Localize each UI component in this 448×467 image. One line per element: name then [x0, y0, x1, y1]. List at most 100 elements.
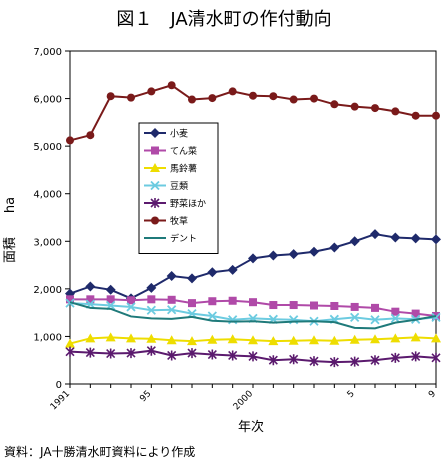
data-point [268, 355, 278, 366]
data-point [410, 233, 421, 244]
data-point [391, 307, 400, 316]
data-point [65, 346, 75, 357]
data-point [86, 131, 95, 140]
x-axis: 1991 95 2000 5 9 [49, 384, 438, 412]
data-point [410, 332, 421, 342]
data-point [127, 296, 135, 305]
data-point [309, 335, 319, 345]
data-point [370, 229, 380, 240]
data-point [146, 305, 156, 315]
data-point [207, 267, 218, 278]
data-point [86, 295, 95, 304]
legend-item: 牧草 [144, 215, 188, 227]
data-point [106, 92, 115, 101]
data-point [227, 264, 238, 275]
data-point [146, 333, 157, 343]
data-point [228, 87, 237, 96]
data-point [150, 198, 160, 208]
data-point [371, 303, 379, 312]
data-point [330, 100, 339, 109]
data-point [390, 333, 401, 343]
data-point [370, 315, 380, 325]
chart-title: 図１ JA清水町の作付動向 [116, 9, 331, 30]
data-point [167, 305, 177, 315]
data-point [187, 348, 197, 359]
series-0 [65, 229, 441, 304]
x-tick-label: 9 [427, 389, 438, 400]
data-point [310, 94, 318, 103]
y-tick-label: 7,000 [33, 47, 62, 58]
data-point [288, 335, 299, 345]
data-point [390, 313, 400, 323]
data-point [248, 351, 258, 362]
data-point [106, 348, 116, 359]
series-4 [65, 345, 441, 368]
x-axis-title: 年次 [238, 419, 264, 435]
data-point [431, 333, 441, 343]
data-point [166, 271, 177, 282]
data-point [249, 298, 257, 307]
data-point [126, 333, 136, 343]
y-tick-label: 6,000 [33, 95, 62, 106]
data-point [269, 92, 278, 101]
x-tick-label: 95 [138, 389, 153, 404]
data-point [349, 334, 360, 344]
data-point [268, 336, 279, 346]
data-point [350, 312, 360, 323]
plot-area [69, 50, 437, 385]
data-point [310, 301, 318, 310]
data-point [126, 302, 136, 312]
data-point [65, 338, 75, 348]
data-point [208, 297, 217, 306]
legend-label: てん菜 [170, 145, 197, 157]
data-point [66, 295, 74, 304]
series-line [69, 233, 437, 300]
x-tick-label: 5 [346, 389, 357, 400]
data-point [228, 296, 237, 305]
series-line [69, 301, 437, 330]
data-point [390, 232, 401, 243]
data-point [147, 87, 156, 96]
x-tick-label: 2000 [232, 389, 255, 412]
data-point [370, 334, 380, 344]
y-tick-label: 5,000 [33, 142, 62, 153]
data-point [151, 146, 159, 155]
data-point [126, 348, 136, 359]
data-point [146, 282, 157, 293]
legend-item: てん菜 [144, 145, 197, 157]
source-note: 資料：JA十勝清水町資料により作成 [4, 444, 195, 459]
data-point [390, 352, 400, 363]
legend-item: 小麦 [144, 128, 188, 140]
data-point [147, 295, 156, 304]
data-point [391, 107, 400, 116]
y-axis-unit: ha [3, 197, 18, 213]
data-point [166, 335, 177, 345]
data-point [187, 336, 197, 346]
data-point [288, 249, 299, 260]
legend-label: デント [170, 233, 197, 245]
series-6 [69, 301, 437, 330]
y-tick-label: 1,000 [33, 332, 62, 343]
data-point [350, 302, 359, 311]
data-point [431, 352, 441, 363]
data-point [329, 357, 339, 368]
data-point [350, 356, 360, 367]
data-point [227, 334, 238, 344]
data-point [146, 345, 156, 356]
data-point [309, 246, 319, 257]
data-point [350, 102, 359, 111]
data-point [371, 104, 379, 113]
data-point [289, 301, 298, 310]
data-point [289, 354, 299, 365]
series-1 [66, 295, 440, 320]
data-point [269, 301, 278, 310]
data-point [329, 335, 340, 345]
y-tick-label: 3,000 [33, 237, 62, 248]
data-point [105, 284, 116, 295]
series-5 [66, 81, 440, 145]
y-tick-label: 2,000 [33, 285, 62, 296]
legend-item: 豆類 [144, 180, 188, 192]
legend-label: 馬鈴薯 [170, 163, 197, 175]
